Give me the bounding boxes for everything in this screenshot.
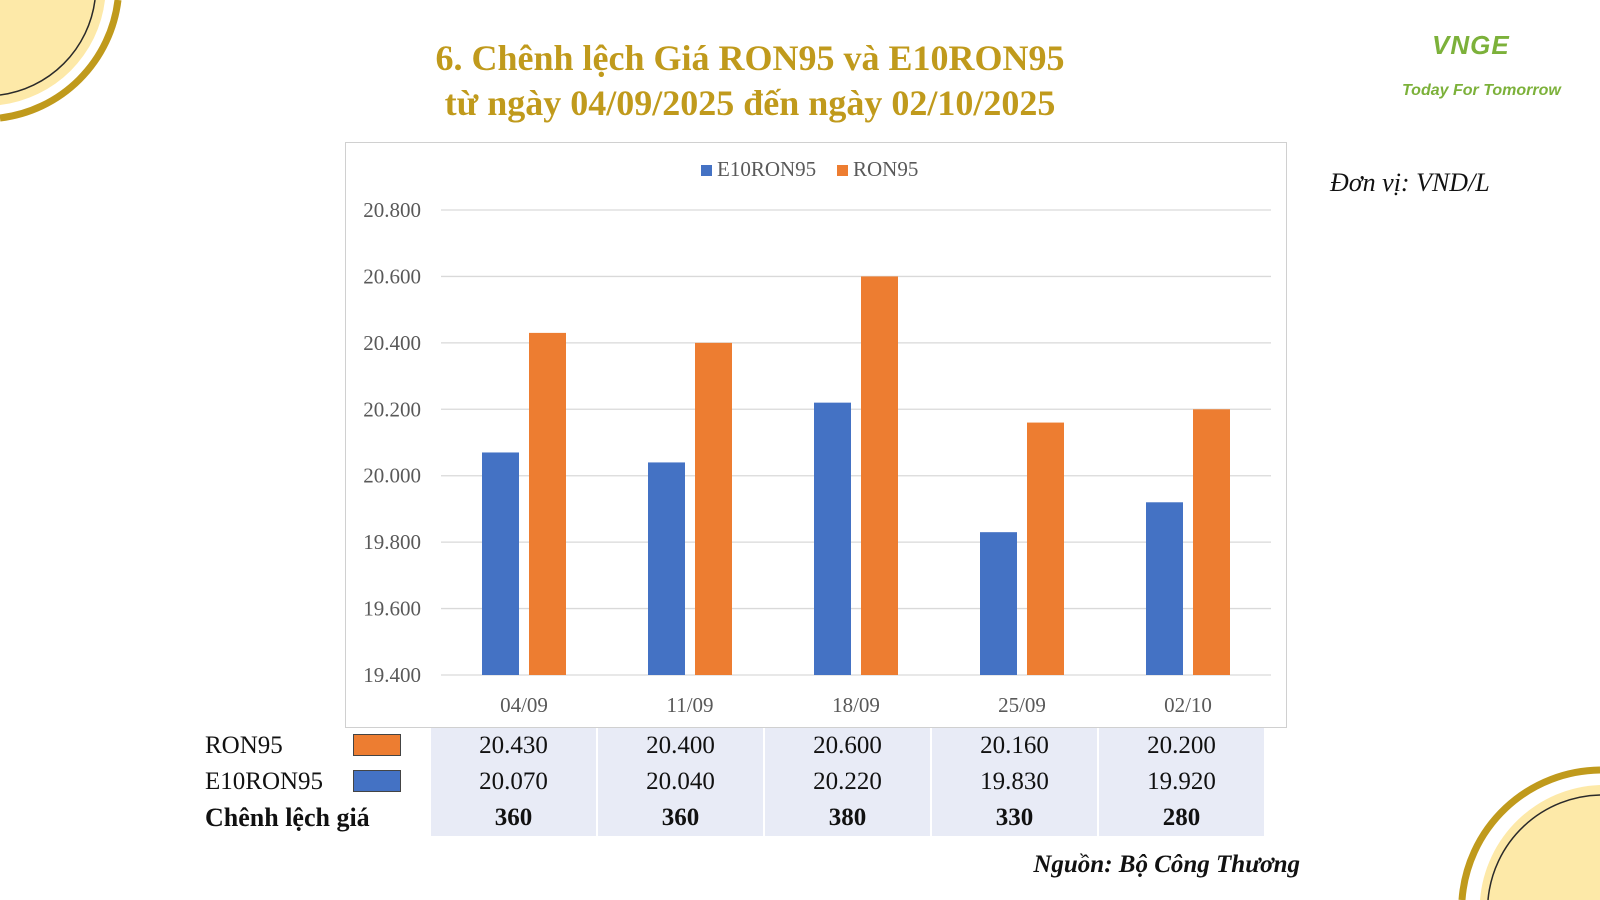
table-cell: 20.430: [431, 728, 596, 764]
table-cell: 19.830: [932, 764, 1097, 800]
table-cell: 20.040: [598, 764, 763, 800]
legend-label: E10RON95: [717, 157, 816, 181]
y-tick-label: 20.000: [363, 464, 421, 488]
legend-swatch: [837, 165, 848, 176]
table-cell: 360: [431, 800, 596, 836]
table-cell: 20.160: [932, 728, 1097, 764]
table-cell: 330: [932, 800, 1097, 836]
table-row-e10ron95: E10RON95 20.070 20.040 20.220 19.830 19.…: [205, 764, 1264, 800]
row-label-text: Chênh lệch giá: [205, 803, 370, 832]
row-label: E10RON95: [205, 764, 429, 800]
bar-chart: 19.400 19.600 19.800 20.000 20.200 20.400 20.6…: [345, 142, 1287, 728]
table-cell: 20.200: [1099, 728, 1264, 764]
bar-e10ron95: [482, 452, 519, 675]
legend-swatch-e10ron95: [353, 770, 401, 792]
table-cell: 20.220: [765, 764, 930, 800]
source-note: Nguồn: Bộ Công Thương: [1033, 851, 1300, 878]
row-label-text: RON95: [205, 732, 283, 759]
chart-canvas: 19.400 19.600 19.800 20.000 20.200 20.400 20.6…: [363, 157, 1271, 717]
x-tick-label: 25/09: [998, 693, 1046, 717]
data-table: RON95 20.430 20.400 20.600 20.160 20.200…: [203, 728, 1266, 836]
x-tick-label: 04/09: [500, 693, 548, 717]
y-tick-label: 19.800: [363, 530, 421, 554]
bar-ron95: [1193, 409, 1230, 675]
y-tick-label: 20.600: [363, 264, 421, 288]
bar-e10ron95: [814, 402, 851, 675]
x-tick-label: 11/09: [666, 693, 713, 717]
x-tick-label: 18/09: [832, 693, 880, 717]
table-cell: 20.600: [765, 728, 930, 764]
bar-e10ron95: [1146, 502, 1183, 675]
y-tick-label: 20.400: [363, 331, 421, 355]
row-label: RON95: [205, 728, 429, 764]
row-label-text: E10RON95: [205, 768, 324, 795]
y-tick-label: 19.400: [363, 663, 421, 687]
table-cell: 19.920: [1099, 764, 1264, 800]
y-tick-label: 19.600: [363, 597, 421, 621]
table-cell: 360: [598, 800, 763, 836]
bar-ron95: [861, 276, 898, 675]
table-cell: 280: [1099, 800, 1264, 836]
logo-tagline: Today For Tomorrow: [1402, 82, 1561, 99]
table-cell: 380: [765, 800, 930, 836]
corner-decoration-top-left: [0, 0, 122, 122]
legend-swatch: [701, 165, 712, 176]
unit-note: Đơn vị: VND/L: [1330, 168, 1490, 197]
chart-subtitle: từ ngày 04/09/2025 đến ngày 02/10/2025: [444, 83, 1056, 123]
y-tick-label: 20.200: [363, 397, 421, 421]
y-tick-label: 20.800: [363, 198, 421, 222]
bar-ron95: [529, 332, 566, 675]
table-row-price-difference: Chênh lệch giá 360 360 380 330 280: [205, 800, 1264, 836]
x-tick-label: 02/10: [1164, 693, 1212, 717]
table-cell: 20.070: [431, 764, 596, 800]
legend-label: RON95: [853, 157, 918, 181]
table-cell: 20.400: [598, 728, 763, 764]
bar-ron95: [1027, 422, 1064, 675]
logo-mark: VNGE: [1432, 30, 1510, 60]
bar-e10ron95: [980, 532, 1017, 675]
bar-e10ron95: [648, 462, 685, 675]
bar-ron95: [695, 342, 732, 675]
brand-logo: VNGE Today For Tomorrow: [1392, 16, 1572, 106]
chart-title: 6. Chênh lệch Giá RON95 và E10RON95: [435, 38, 1065, 78]
legend-swatch-ron95: [353, 734, 401, 756]
row-label: Chênh lệch giá: [205, 800, 429, 836]
corner-decoration-bottom-right: [1458, 766, 1600, 900]
table-row-ron95: RON95 20.430 20.400 20.600 20.160 20.200: [205, 728, 1264, 764]
